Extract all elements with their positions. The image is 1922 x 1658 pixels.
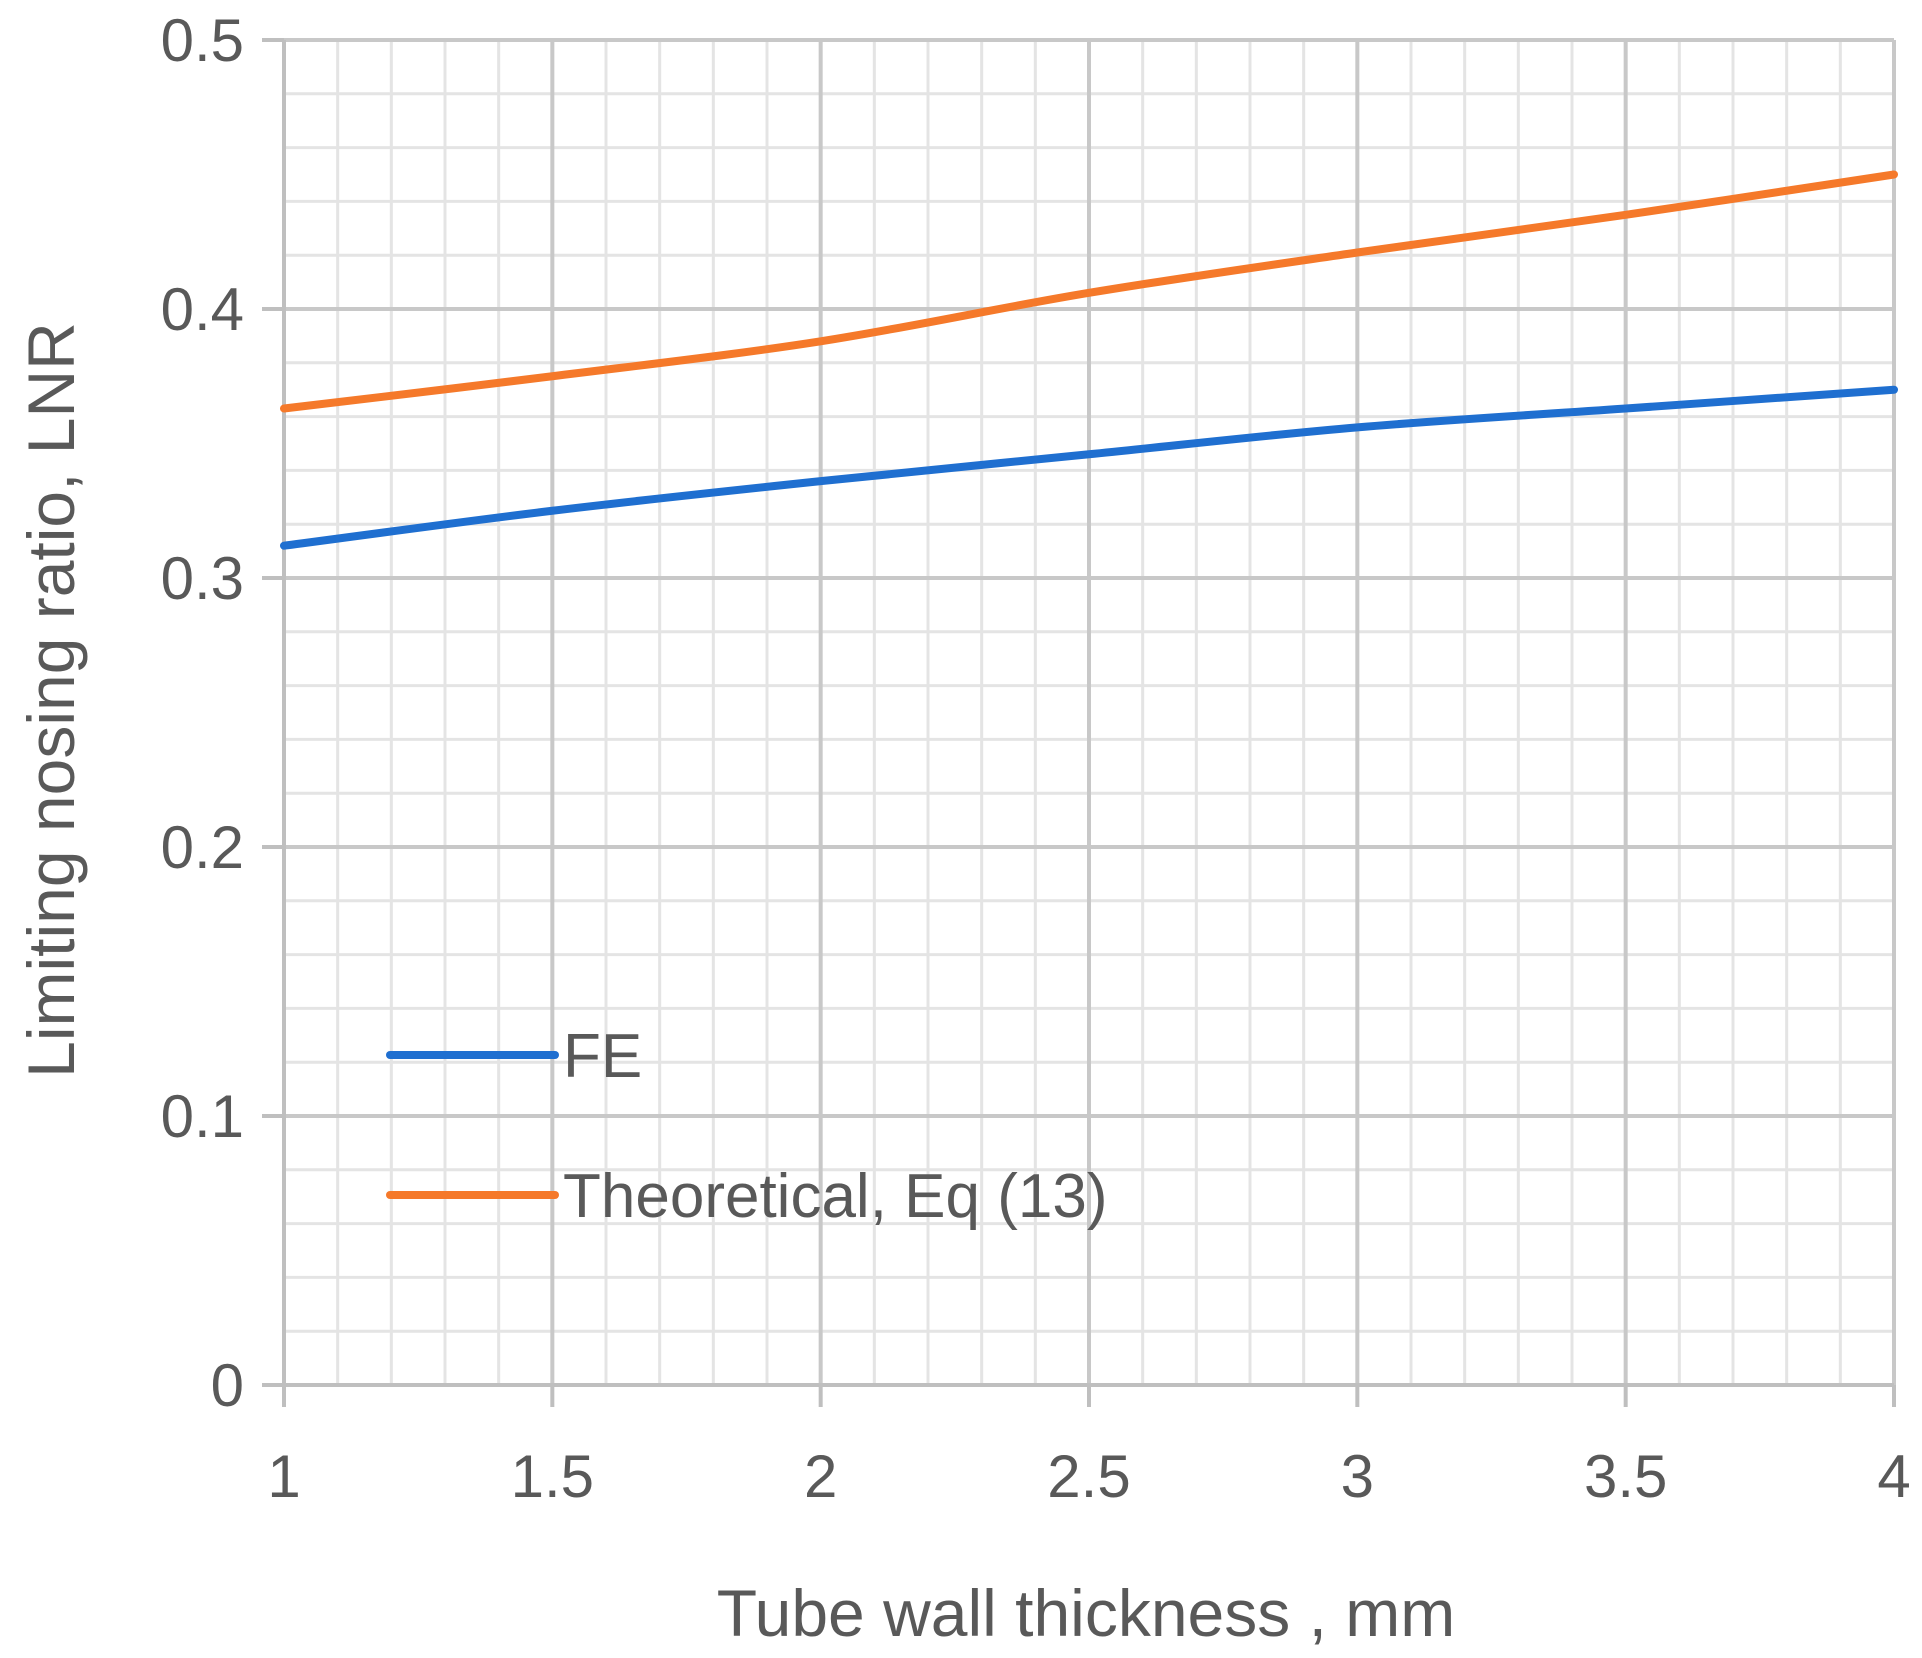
tick-labels: 1 1.5 2 2.5 3 3.5 4 0 0.1 0.2 0.3 0.4 0.5 [161,7,1911,1510]
series-layer [280,170,1898,550]
y-tick-label: 0.1 [161,1083,244,1150]
x-axis-title: Tube wall thickness , mm [717,1576,1455,1650]
x-tick-label: 3.5 [1584,1443,1667,1510]
legend-item-theoretical-eq-13: Theoretical, Eq (13) [386,1162,1107,1231]
y-tick-label: 0.2 [161,814,244,881]
x-tick-label: 1 [267,1443,300,1510]
x-tick-label: 4 [1877,1443,1910,1510]
legend-label: FE [563,1022,642,1091]
y-tick-label: 0.4 [161,276,244,343]
x-tick-label: 3 [1341,1443,1374,1510]
y-tick-label: 0.3 [161,545,244,612]
x-tick-label: 2.5 [1047,1443,1130,1510]
legend-label: Theoretical, Eq (13) [563,1162,1107,1231]
y-tick-label: 0 [211,1352,244,1419]
legend-item-fe: FE [386,1022,642,1091]
x-tick-label: 2 [804,1443,837,1510]
y-tick-label: 0.5 [161,7,244,74]
series-line-theoretical-eq-13 [280,170,1898,413]
legend: FE Theoretical, Eq (13) [386,1022,1107,1231]
axes [262,38,1896,1407]
series-line-fe [280,385,1898,550]
y-axis-title: Limiting nosing ratio, LNR [14,322,88,1078]
x-tick-label: 1.5 [511,1443,594,1510]
